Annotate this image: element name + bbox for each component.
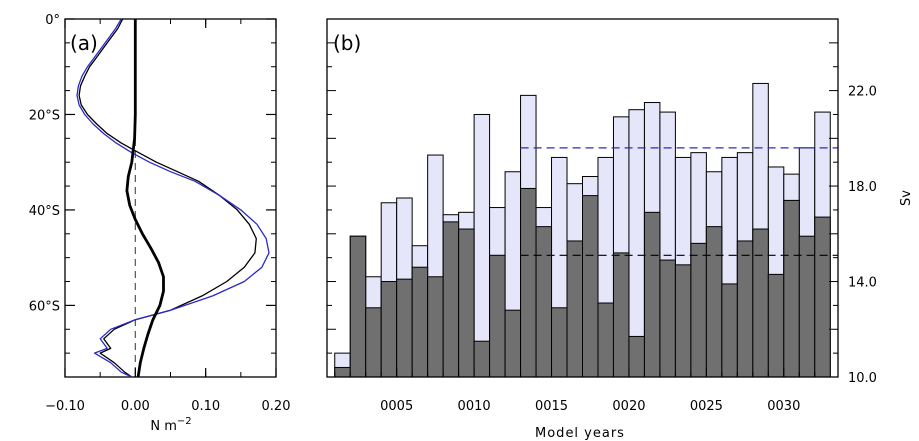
panel-b-series-2-bar [612,252,630,378]
panel-b-x-tick-label: 0025 [690,399,723,414]
panel-b-series-2-bar [334,366,351,378]
panel-b-series-2-bar [597,302,614,378]
panel-b-y-tick-label: 14.0 [848,276,877,291]
panel-a-x-tick-label: 0.10 [191,399,220,414]
panel-b-series-2-bar [721,283,738,378]
panel-b-series-2-bar [396,278,413,378]
panel-a-x-tick-label: 0.00 [121,399,150,414]
panel-b-series-2-bar [442,221,460,378]
panel-b-series-2-bar [365,307,382,378]
panel-b-series-2-bar [380,281,398,378]
panel-a-x-tick-label: −0.10 [45,399,85,414]
panel-a-profile-chart: −0.10 0.00 0.10 0.20 0° 20°S 40°S 60°S (a) N m−… [29,13,291,434]
panel-b-x-tick-label: 0015 [535,399,568,414]
panel-b-x-tick-label: 0010 [458,399,491,414]
panel-b-series-2-bar [643,211,661,378]
panel-b-y-tick-label: 18.0 [848,180,877,195]
panel-a-x-tick-label: 0.20 [262,399,291,414]
panel-b-y-tick-label: 22.0 [848,85,877,100]
panel-b-series-2-bar [566,240,584,378]
panel-a-x-axis-title: N m−2 [150,416,191,434]
panel-b-series-2-bar [674,264,692,378]
panel-b-x-tick-label: 0020 [612,399,645,414]
panel-b-series-2-bar [628,335,645,378]
panel-b-series-2-bar [349,235,367,378]
panel-a-y-tick-label: 40°S [29,204,60,219]
panel-b-x-tick-label: 0005 [380,399,413,414]
panel-b-y-axis-title: Sv [899,190,914,206]
panel-b-series-2-bar [582,195,599,378]
panel-b-series-2-bar [814,216,831,378]
panel-b-series-2-bar [504,309,522,378]
panel-a-y-tick-label: 20°S [29,108,60,123]
panel-a-plot-frame [64,18,277,378]
panel-b-series-2-bar [752,228,769,378]
panel-b-series-2-bar [489,254,506,378]
panel-b-x-tick-label: 0030 [767,399,800,414]
panel-b-series-2-bar [520,187,537,378]
panel-b-x-axis-title: Model years [535,426,625,441]
panel-a-series-2-line [76,18,270,378]
panel-b-series-2-bar [798,235,816,378]
panel-b-series-2-bar [458,228,475,378]
panel-a-series-3-line [125,19,165,378]
panel-b-series-2-bar [535,226,553,378]
panel-b-series-2-bar [551,307,568,378]
panel-b-y-tick-label: 10.0 [848,371,877,386]
panel-b-bar-chart: 0005 0010 0015 0020 0025 0030 10.0 14.0 18.0 22.0… [326,18,914,441]
panel-b-series-2-bar [473,340,491,378]
panel-b-label: (b) [333,31,361,55]
panel-a-y-tick-label: 60°S [29,299,60,314]
panel-b-series-2-bar [411,266,429,378]
panel-b-series-1-bar [473,113,491,378]
panel-a-label: (a) [70,31,98,55]
panel-b-series-2-bar [690,242,707,378]
panel-b-series-2-bar [736,240,754,378]
panel-b-series-2-bar [427,276,444,378]
panel-b-series-2-bar [659,259,676,378]
panel-b-series-2-bar [705,226,723,378]
panel-a-series-1-line [78,18,257,378]
panel-a-y-tick-label: 0° [45,13,60,28]
panel-b-series-2-bar [767,273,785,378]
panel-b-series-2-bar [783,199,800,378]
